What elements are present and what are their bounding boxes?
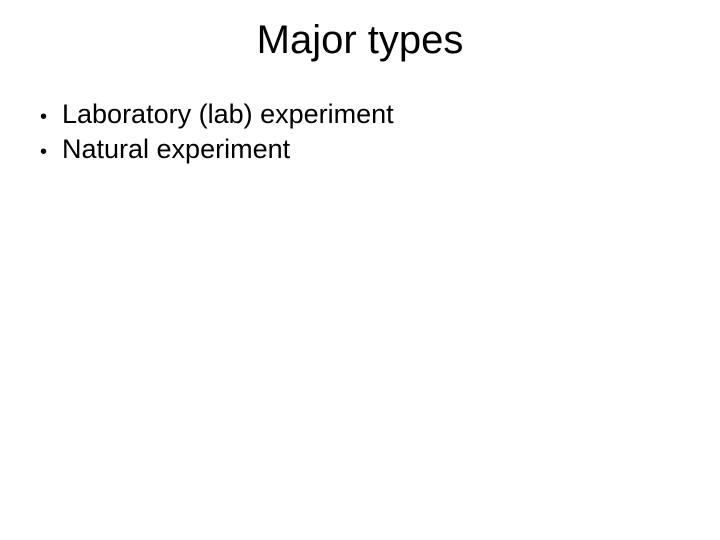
bullet-list: • Laboratory (lab) experiment • Natural … [28,97,692,166]
list-item: • Natural experiment [40,132,692,167]
bullet-text: Laboratory (lab) experiment [62,97,394,132]
slide-container: Major types • Laboratory (lab) experimen… [0,0,720,540]
bullet-icon: • [40,105,62,131]
bullet-text: Natural experiment [62,132,290,167]
list-item: • Laboratory (lab) experiment [40,97,692,132]
slide-title: Major types [28,18,692,63]
bullet-icon: • [40,140,62,166]
